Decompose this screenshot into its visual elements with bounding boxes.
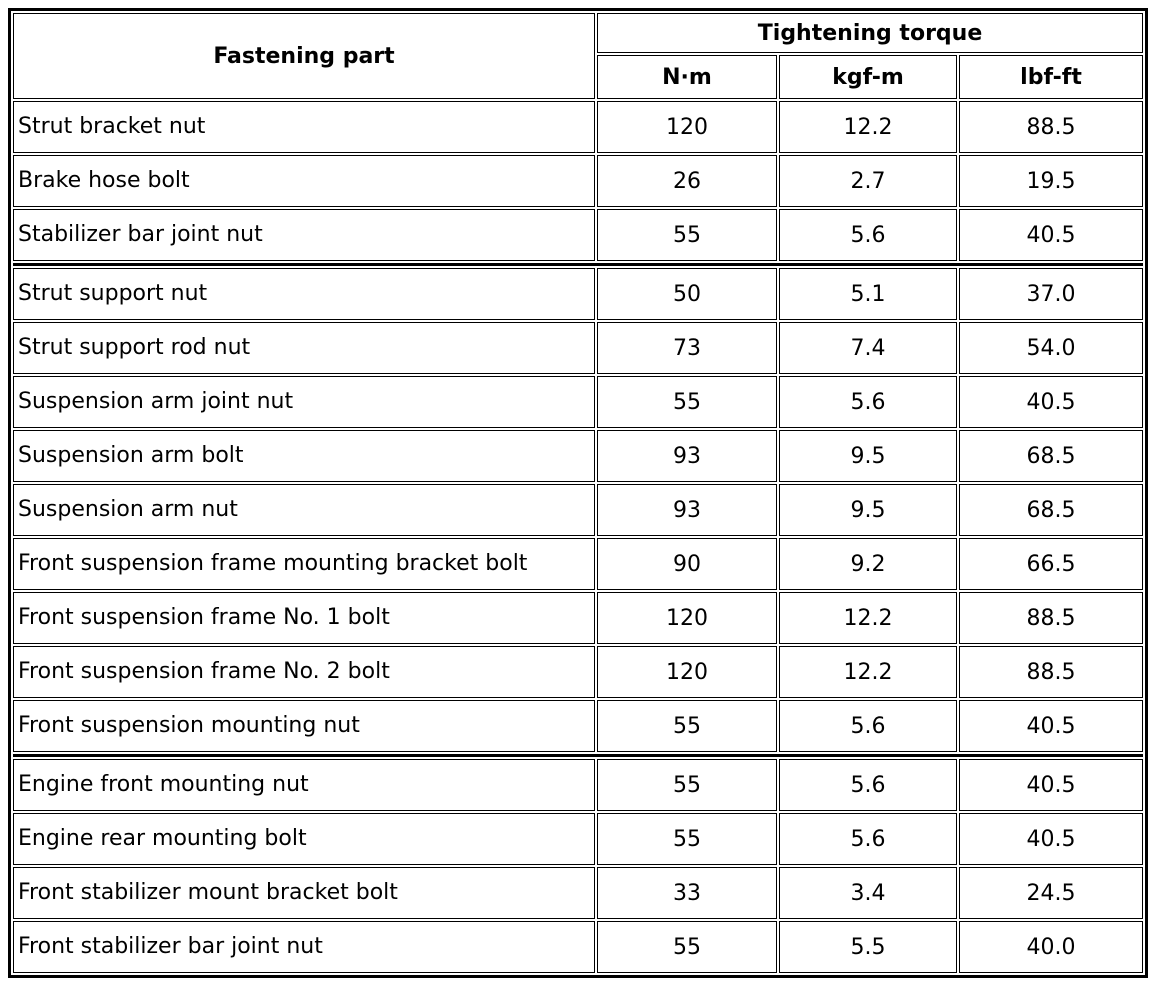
lbfft-value-cell: 88.5: [959, 101, 1144, 153]
kgfm-value-cell: 5.6: [779, 759, 957, 811]
kgfm-value-cell: 5.5: [779, 921, 957, 973]
kgfm-value-cell: 12.2: [779, 101, 957, 153]
nm-value-cell: 73: [597, 322, 777, 374]
lbfft-value-cell: 68.5: [959, 430, 1144, 482]
part-name-cell: Stabilizer bar joint nut: [13, 209, 595, 261]
nm-value-cell: 120: [597, 592, 777, 644]
nm-value-cell: 55: [597, 813, 777, 865]
part-name-cell: Front suspension frame No. 2 bolt: [13, 646, 595, 698]
table-row: Engine front mounting nut 55 5.6 40.5: [13, 759, 1144, 811]
kgfm-value-cell: 7.4: [779, 322, 957, 374]
table-row: Front suspension frame mounting bracket …: [13, 538, 1144, 590]
table-row: Front suspension mounting nut 55 5.6 40.…: [13, 700, 1144, 752]
lbfft-value-cell: 40.5: [959, 376, 1144, 428]
nm-value-cell: 26: [597, 155, 777, 207]
nm-value-cell: 55: [597, 700, 777, 752]
kgfm-value-cell: 3.4: [779, 867, 957, 919]
lbfft-value-cell: 68.5: [959, 484, 1144, 536]
column-header-nm: N·m: [597, 55, 777, 99]
kgfm-value-cell: 5.6: [779, 700, 957, 752]
part-name-cell: Suspension arm joint nut: [13, 376, 595, 428]
part-name-cell: Brake hose bolt: [13, 155, 595, 207]
nm-value-cell: 120: [597, 101, 777, 153]
part-name-cell: Engine rear mounting bolt: [13, 813, 595, 865]
part-name-cell: Suspension arm nut: [13, 484, 595, 536]
lbfft-value-cell: 88.5: [959, 646, 1144, 698]
nm-value-cell: 120: [597, 646, 777, 698]
nm-value-cell: 90: [597, 538, 777, 590]
lbfft-value-cell: 24.5: [959, 867, 1144, 919]
table-row: Strut bracket nut 120 12.2 88.5: [13, 101, 1144, 153]
part-name-cell: Front stabilizer mount bracket bolt: [13, 867, 595, 919]
table-row: Suspension arm nut 93 9.5 68.5: [13, 484, 1144, 536]
column-header-lbfft: lbf-ft: [959, 55, 1144, 99]
column-header-fastening-part: Fastening part: [13, 13, 595, 99]
nm-value-cell: 93: [597, 484, 777, 536]
lbfft-value-cell: 40.5: [959, 813, 1144, 865]
kgfm-value-cell: 5.1: [779, 268, 957, 320]
part-name-cell: Strut bracket nut: [13, 101, 595, 153]
kgfm-value-cell: 5.6: [779, 813, 957, 865]
table-row: Suspension arm joint nut 55 5.6 40.5: [13, 376, 1144, 428]
column-header-kgfm: kgf-m: [779, 55, 957, 99]
nm-value-cell: 55: [597, 759, 777, 811]
kgfm-value-cell: 12.2: [779, 592, 957, 644]
lbfft-value-cell: 54.0: [959, 322, 1144, 374]
lbfft-value-cell: 66.5: [959, 538, 1144, 590]
group-separator-bar: [13, 263, 1144, 266]
table-header-row-top: Fastening part Tightening torque: [13, 13, 1144, 99]
table-row: Front stabilizer mount bracket bolt 33 3…: [13, 867, 1144, 919]
table-row: Front suspension frame No. 2 bolt 120 12…: [13, 646, 1144, 698]
lbfft-value-cell: 40.0: [959, 921, 1144, 973]
table-header-row-units: N·m kgf-m lbf-ft: [13, 55, 1144, 99]
nm-value-cell: 33: [597, 867, 777, 919]
part-name-cell: Suspension arm bolt: [13, 430, 595, 482]
lbfft-value-cell: 40.5: [959, 209, 1144, 261]
table-row: Strut support rod nut 73 7.4 54.0: [13, 322, 1144, 374]
table-row: Front stabilizer bar joint nut 55 5.5 40…: [13, 921, 1144, 973]
nm-value-cell: 55: [597, 921, 777, 973]
kgfm-value-cell: 5.6: [779, 376, 957, 428]
table-row: Engine rear mounting bolt 55 5.6 40.5: [13, 813, 1144, 865]
table-row: Stabilizer bar joint nut 55 5.6 40.5: [13, 209, 1144, 261]
lbfft-value-cell: 40.5: [959, 700, 1144, 752]
nm-value-cell: 50: [597, 268, 777, 320]
kgfm-value-cell: 9.2: [779, 538, 957, 590]
part-name-cell: Front suspension frame mounting bracket …: [13, 538, 595, 590]
nm-value-cell: 93: [597, 430, 777, 482]
lbfft-value-cell: 37.0: [959, 268, 1144, 320]
group-separator-bar: [13, 754, 1144, 757]
column-header-tightening-torque: Tightening torque: [597, 13, 1144, 53]
nm-value-cell: 55: [597, 209, 777, 261]
nm-value-cell: 55: [597, 376, 777, 428]
part-name-cell: Front suspension frame No. 1 bolt: [13, 592, 595, 644]
kgfm-value-cell: 9.5: [779, 484, 957, 536]
part-name-cell: Front stabilizer bar joint nut: [13, 921, 595, 973]
table-row: Strut support nut 50 5.1 37.0: [13, 268, 1144, 320]
torque-spec-table: Fastening part Tightening torque N·m kgf…: [8, 8, 1149, 978]
kgfm-value-cell: 12.2: [779, 646, 957, 698]
kgfm-value-cell: 5.6: [779, 209, 957, 261]
part-name-cell: Engine front mounting nut: [13, 759, 595, 811]
kgfm-value-cell: 2.7: [779, 155, 957, 207]
lbfft-value-cell: 19.5: [959, 155, 1144, 207]
lbfft-value-cell: 88.5: [959, 592, 1144, 644]
kgfm-value-cell: 9.5: [779, 430, 957, 482]
table-row: Brake hose bolt 26 2.7 19.5: [13, 155, 1144, 207]
table-row: Suspension arm bolt 93 9.5 68.5: [13, 430, 1144, 482]
part-name-cell: Strut support rod nut: [13, 322, 595, 374]
part-name-cell: Strut support nut: [13, 268, 595, 320]
lbfft-value-cell: 40.5: [959, 759, 1144, 811]
part-name-cell: Front suspension mounting nut: [13, 700, 595, 752]
table-row: Front suspension frame No. 1 bolt 120 12…: [13, 592, 1144, 644]
